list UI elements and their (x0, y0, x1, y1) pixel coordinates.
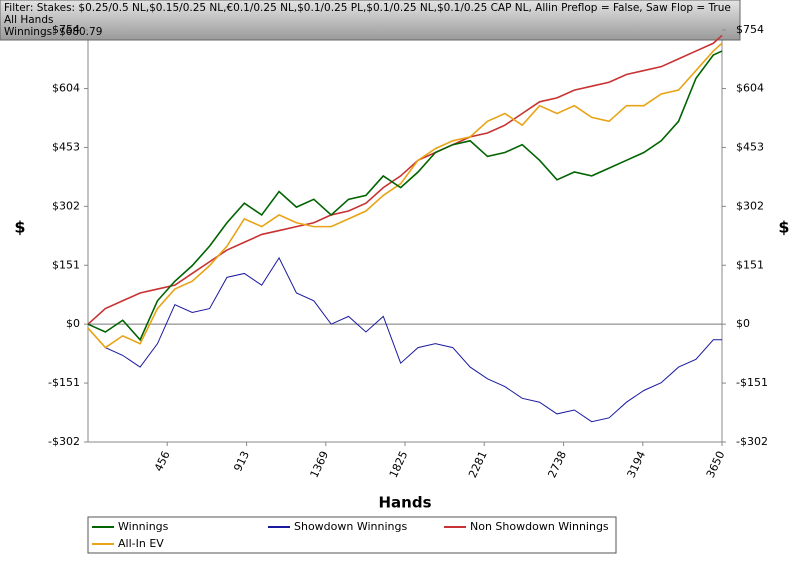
y-tick-label: -$151 (48, 376, 80, 389)
y-axis-label: $ (14, 218, 25, 237)
summary: Winnings: $680.79 (4, 26, 102, 38)
series-line (87, 34, 723, 325)
y2-tick-label: $604 (736, 82, 764, 95)
y2-tick-label: $754 (736, 23, 764, 36)
series-line (87, 256, 722, 423)
y2-tick-label: $453 (736, 140, 764, 153)
y2-axis-label: $ (778, 218, 789, 237)
legend-label: Showdown Winnings (294, 520, 408, 533)
filter-text: Filter: Stakes: $0.25/0.5 NL,$0.15/0.25 … (4, 2, 731, 14)
legend-label: All-In EV (118, 537, 164, 550)
y-tick-label: $604 (52, 82, 80, 95)
subtitle: All Hands (4, 14, 53, 26)
series-line (87, 42, 723, 349)
legend-label: Non Showdown Winnings (470, 520, 609, 533)
y-tick-label: $302 (52, 199, 80, 212)
legend-box (87, 516, 617, 554)
y2-tick-label: -$151 (736, 376, 768, 389)
y-tick-label: -$302 (48, 435, 80, 448)
header-box (0, 0, 741, 41)
series-line (87, 50, 723, 342)
y2-tick-label: $302 (736, 199, 764, 212)
legend-label: Winnings (118, 520, 169, 533)
x-axis-label: Hands (378, 494, 431, 512)
y-tick-label: $754 (52, 23, 80, 36)
y-tick-label: $453 (52, 140, 80, 153)
y2-tick-label: $0 (736, 317, 750, 330)
y2-tick-label: -$302 (736, 435, 768, 448)
y2-tick-label: $151 (736, 258, 764, 271)
y-tick-label: $0 (66, 317, 80, 330)
y-tick-label: $151 (52, 258, 80, 271)
